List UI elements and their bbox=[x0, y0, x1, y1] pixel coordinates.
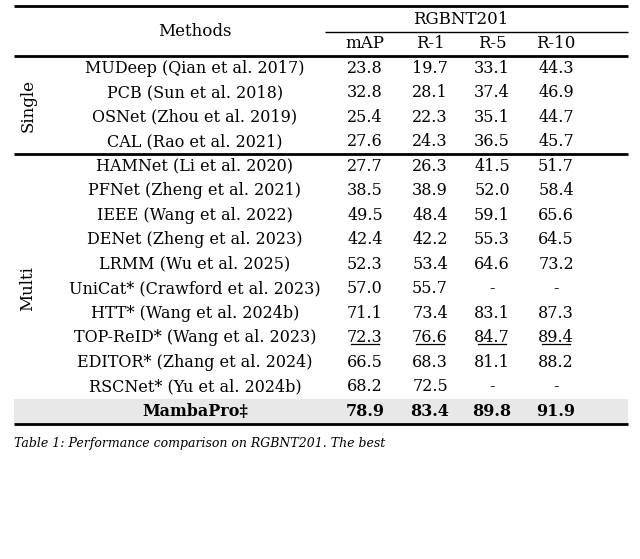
Text: 44.7: 44.7 bbox=[538, 109, 574, 126]
Text: 66.5: 66.5 bbox=[347, 354, 383, 371]
Text: 33.1: 33.1 bbox=[474, 60, 510, 77]
Text: 46.9: 46.9 bbox=[538, 84, 574, 101]
Text: 68.2: 68.2 bbox=[347, 378, 383, 395]
Text: R-5: R-5 bbox=[477, 36, 506, 53]
Text: 35.1: 35.1 bbox=[474, 109, 510, 126]
Text: 87.3: 87.3 bbox=[538, 305, 574, 322]
Text: RGBNT201: RGBNT201 bbox=[413, 11, 508, 27]
Text: IEEE (Wang et al. 2022): IEEE (Wang et al. 2022) bbox=[97, 207, 293, 224]
Text: -: - bbox=[489, 378, 495, 395]
Text: 83.1: 83.1 bbox=[474, 305, 510, 322]
Text: 41.5: 41.5 bbox=[474, 158, 510, 175]
Text: 78.9: 78.9 bbox=[346, 402, 385, 420]
Text: 42.4: 42.4 bbox=[348, 231, 383, 248]
Text: 38.9: 38.9 bbox=[412, 182, 448, 199]
Text: 32.8: 32.8 bbox=[347, 84, 383, 101]
Text: 45.7: 45.7 bbox=[538, 133, 574, 150]
Text: 55.7: 55.7 bbox=[412, 280, 448, 297]
Text: Table 1: Performance comparison on RGBNT201. The best: Table 1: Performance comparison on RGBNT… bbox=[14, 438, 385, 451]
Text: R-10: R-10 bbox=[536, 36, 576, 53]
Text: LRMM (Wu et al. 2025): LRMM (Wu et al. 2025) bbox=[99, 256, 291, 273]
Text: 83.4: 83.4 bbox=[411, 402, 449, 420]
Text: 84.7: 84.7 bbox=[474, 329, 510, 346]
Text: 57.0: 57.0 bbox=[347, 280, 383, 297]
Text: 37.4: 37.4 bbox=[474, 84, 510, 101]
Text: 76.6: 76.6 bbox=[412, 329, 448, 346]
Text: 52.3: 52.3 bbox=[347, 256, 383, 273]
Text: 64.6: 64.6 bbox=[474, 256, 510, 273]
Text: 72.5: 72.5 bbox=[412, 378, 448, 395]
Text: mAP: mAP bbox=[346, 36, 385, 53]
Text: 51.7: 51.7 bbox=[538, 158, 574, 175]
Text: 91.9: 91.9 bbox=[536, 402, 575, 420]
Text: 73.2: 73.2 bbox=[538, 256, 574, 273]
Text: 65.6: 65.6 bbox=[538, 207, 574, 224]
Text: 28.1: 28.1 bbox=[412, 84, 448, 101]
Text: 26.3: 26.3 bbox=[412, 158, 448, 175]
Text: 53.4: 53.4 bbox=[412, 256, 448, 273]
Text: 52.0: 52.0 bbox=[474, 182, 510, 199]
Text: 72.3: 72.3 bbox=[347, 329, 383, 346]
Text: -: - bbox=[553, 378, 559, 395]
Text: 64.5: 64.5 bbox=[538, 231, 574, 248]
Text: PFNet (Zheng et al. 2021): PFNet (Zheng et al. 2021) bbox=[88, 182, 301, 199]
Text: DENet (Zheng et al. 2023): DENet (Zheng et al. 2023) bbox=[87, 231, 303, 248]
Text: 73.4: 73.4 bbox=[412, 305, 448, 322]
Text: PCB (Sun et al. 2018): PCB (Sun et al. 2018) bbox=[107, 84, 283, 101]
Text: MUDeep (Qian et al. 2017): MUDeep (Qian et al. 2017) bbox=[85, 60, 305, 77]
Text: 55.3: 55.3 bbox=[474, 231, 510, 248]
Text: R-1: R-1 bbox=[415, 36, 444, 53]
Text: Single: Single bbox=[19, 78, 36, 131]
Text: -: - bbox=[553, 280, 559, 297]
Text: HAMNet (Li et al. 2020): HAMNet (Li et al. 2020) bbox=[97, 158, 294, 175]
Text: 24.3: 24.3 bbox=[412, 133, 448, 150]
Text: 89.4: 89.4 bbox=[538, 329, 574, 346]
Text: 23.8: 23.8 bbox=[347, 60, 383, 77]
Text: Multi: Multi bbox=[19, 266, 36, 311]
Text: MambaPro‡: MambaPro‡ bbox=[142, 402, 248, 420]
Text: 49.5: 49.5 bbox=[347, 207, 383, 224]
Text: HTT* (Wang et al. 2024b): HTT* (Wang et al. 2024b) bbox=[91, 305, 299, 322]
Text: CAL (Rao et al. 2021): CAL (Rao et al. 2021) bbox=[108, 133, 283, 150]
Text: TOP-ReID* (Wang et al. 2023): TOP-ReID* (Wang et al. 2023) bbox=[74, 329, 316, 346]
Text: 19.7: 19.7 bbox=[412, 60, 448, 77]
Text: -: - bbox=[489, 280, 495, 297]
Text: 36.5: 36.5 bbox=[474, 133, 510, 150]
Text: 88.2: 88.2 bbox=[538, 354, 574, 371]
Text: 25.4: 25.4 bbox=[347, 109, 383, 126]
Text: 38.5: 38.5 bbox=[347, 182, 383, 199]
Text: UniCat* (Crawford et al. 2023): UniCat* (Crawford et al. 2023) bbox=[69, 280, 321, 297]
Text: EDITOR* (Zhang et al. 2024): EDITOR* (Zhang et al. 2024) bbox=[77, 354, 313, 371]
Text: 81.1: 81.1 bbox=[474, 354, 510, 371]
Text: 27.7: 27.7 bbox=[347, 158, 383, 175]
Bar bbox=[14, 399, 628, 424]
Text: RSCNet* (Yu et al. 2024b): RSCNet* (Yu et al. 2024b) bbox=[89, 378, 301, 395]
Text: 44.3: 44.3 bbox=[538, 60, 574, 77]
Text: 42.2: 42.2 bbox=[412, 231, 448, 248]
Text: 48.4: 48.4 bbox=[412, 207, 448, 224]
Text: Methods: Methods bbox=[158, 22, 232, 40]
Text: OSNet (Zhou et al. 2019): OSNet (Zhou et al. 2019) bbox=[92, 109, 298, 126]
Text: 22.3: 22.3 bbox=[412, 109, 448, 126]
Text: 59.1: 59.1 bbox=[474, 207, 510, 224]
Text: 27.6: 27.6 bbox=[347, 133, 383, 150]
Text: 71.1: 71.1 bbox=[347, 305, 383, 322]
Text: 58.4: 58.4 bbox=[538, 182, 574, 199]
Text: 89.8: 89.8 bbox=[472, 402, 511, 420]
Text: 68.3: 68.3 bbox=[412, 354, 448, 371]
